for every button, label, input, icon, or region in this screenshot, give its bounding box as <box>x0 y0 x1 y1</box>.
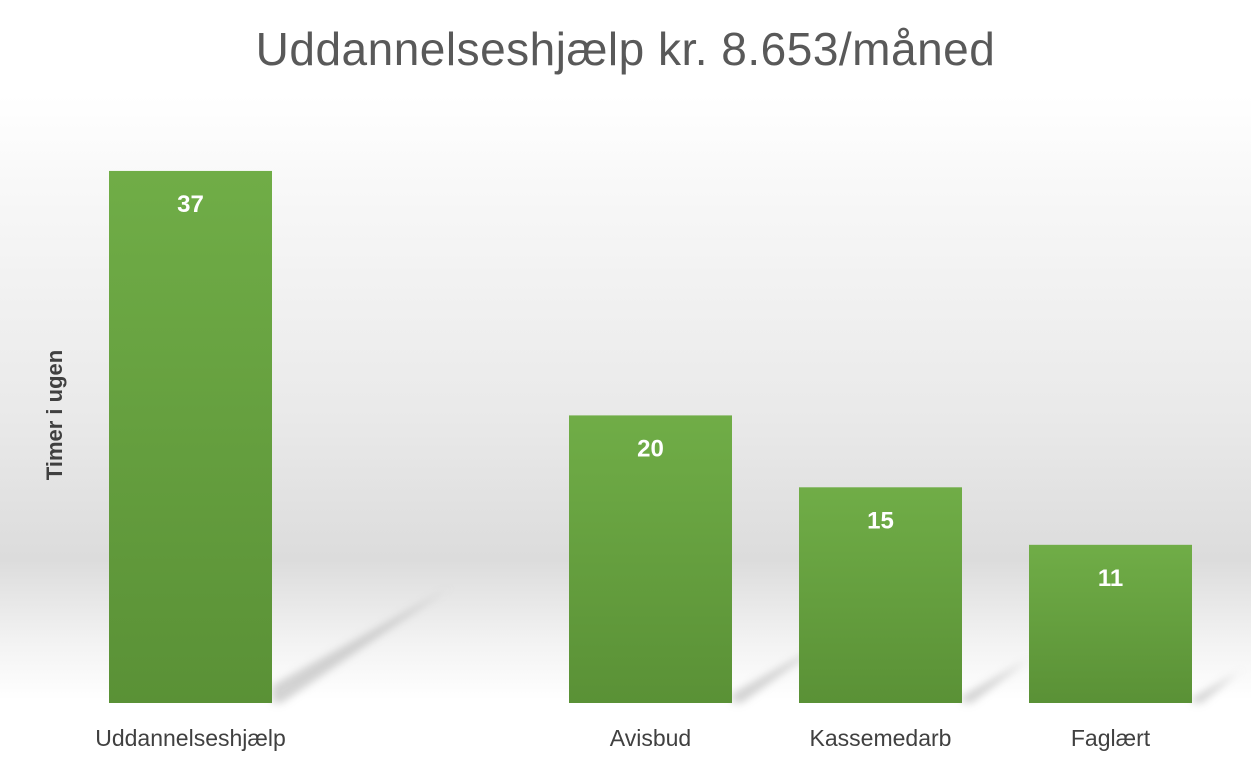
chart-title: Uddannelseshjælp kr. 8.653/måned <box>255 23 996 75</box>
bar-shadow <box>962 655 1036 703</box>
bar-faglært <box>1029 544 1192 703</box>
data-label: 11 <box>1098 565 1123 592</box>
data-label: 37 <box>177 191 204 218</box>
bar-uddannelseshjælp <box>109 170 272 703</box>
data-label: 20 <box>637 435 664 462</box>
category-label: Faglært <box>1071 725 1151 751</box>
bar-kassemedarb <box>799 487 962 703</box>
category-label: Avisbud <box>610 725 691 751</box>
category-label: Uddannelseshjælp <box>95 725 286 751</box>
category-label: Kassemedarb <box>810 725 952 751</box>
data-label: 15 <box>867 507 894 534</box>
bar-avisbud <box>569 415 732 703</box>
bar-shadow <box>272 585 454 703</box>
bar-shadow <box>1192 668 1246 703</box>
